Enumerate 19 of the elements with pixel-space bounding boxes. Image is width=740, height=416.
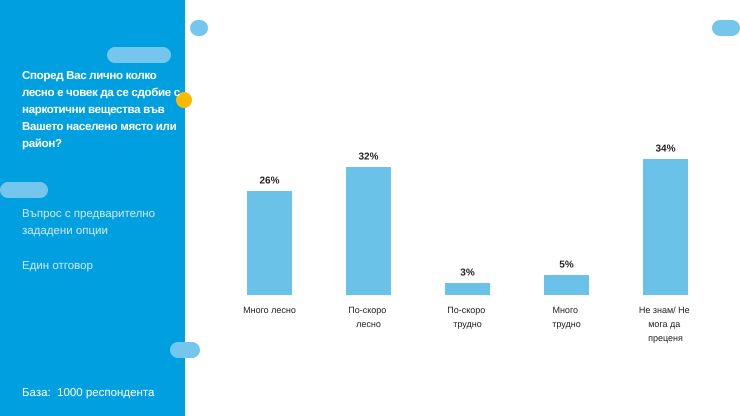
bar (445, 283, 490, 295)
x-tick-label: По-скоро лесно (348, 305, 389, 329)
bar (544, 275, 589, 295)
data-label: 3% (460, 268, 475, 278)
x-tick-label: Не знам/ Не мога да преценя (638, 305, 692, 343)
text: База: 1000 респондента (22, 386, 156, 401)
x-tick-label: Много лесно (243, 305, 296, 315)
text: Един отговор (22, 259, 94, 274)
data-label: 34% (655, 144, 676, 154)
bar (643, 159, 688, 295)
x-tick-label: По-скоро трудно (447, 305, 488, 329)
x-tick-label: Много трудно (552, 305, 581, 329)
text: Според Вас лично колко лесно е човек да се сдобие с наркотични вещества във Вашето населено място или район? (22, 69, 181, 152)
data-label: 5% (559, 260, 574, 270)
data-label: 26% (259, 176, 280, 186)
bar (346, 167, 391, 295)
text: Въпрос с предварително зададени опции (22, 207, 156, 239)
bar (247, 191, 292, 295)
data-label: 32% (358, 152, 379, 162)
